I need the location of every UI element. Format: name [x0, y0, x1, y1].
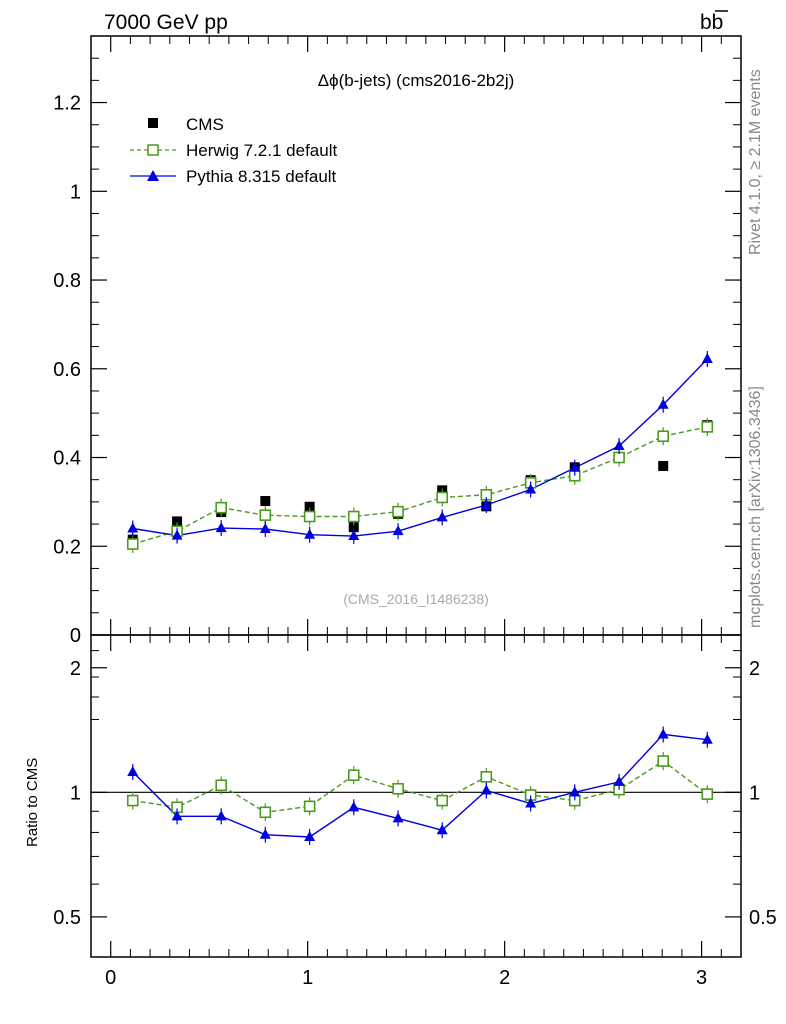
analysis-tag: (CMS_2016_I1486238)	[343, 591, 489, 607]
y-tick-label: 1.2	[53, 93, 81, 115]
series-line-main	[132, 358, 708, 537]
herwig-point	[436, 491, 448, 504]
series-line-main	[132, 426, 708, 545]
y-tick-label: 0	[70, 625, 81, 647]
legend: CMS Herwig 7.2.1 default Pythia 8.315 de…	[130, 115, 337, 186]
pythia-point	[127, 522, 139, 533]
pythia-point	[657, 398, 669, 409]
pythia-point	[480, 784, 492, 795]
y-tick-label: 0.6	[53, 359, 81, 381]
herwig-point	[701, 788, 714, 800]
legend-cms-label: CMS	[186, 115, 224, 134]
herwig-point	[215, 501, 227, 514]
pythia-point	[569, 461, 581, 472]
cms-data-point	[172, 516, 183, 527]
legend-herwig-marker	[147, 144, 159, 156]
x-tick-label: 0	[105, 967, 116, 989]
ratio-y-label: Ratio to CMS	[24, 758, 41, 847]
pythia-point	[525, 797, 537, 808]
legend-herwig-label: Herwig 7.2.1 default	[186, 141, 337, 160]
ratio-y-tick-label: 0.5	[53, 907, 81, 929]
pythia-point	[613, 439, 625, 450]
cms-data-point	[304, 501, 315, 512]
legend-pythia-label: Pythia 8.315 default	[186, 167, 337, 186]
herwig-point	[303, 510, 316, 523]
cms-data-point	[260, 496, 271, 507]
herwig-point	[657, 430, 669, 443]
cms-data-point	[348, 522, 359, 533]
herwig-point	[613, 451, 625, 464]
herwig-point	[347, 769, 360, 782]
pythia-point	[657, 728, 669, 739]
herwig-point	[347, 510, 360, 523]
y-tick-label: 0.8	[53, 270, 81, 292]
series-line-ratio	[132, 733, 708, 838]
cms-data-point	[658, 460, 669, 471]
energy-label: 7000 GeV pp	[104, 11, 228, 34]
pythia-point	[171, 810, 183, 821]
pythia-point	[304, 528, 316, 539]
herwig-point	[215, 779, 227, 792]
ratio-y-tick-label: 2	[70, 658, 81, 680]
herwig-point	[657, 755, 669, 767]
pythia-point	[215, 810, 227, 821]
herwig-point	[392, 505, 404, 518]
pythia-point	[525, 483, 537, 494]
x-tick-label: 2	[499, 967, 510, 989]
axis-ticks: 0 1 2 3 0 0.2 0.4 0.6 0.8 1 1.2 0.5 0.5 1 1 2 2	[53, 36, 777, 989]
pythia-point	[348, 530, 360, 541]
pythia-point	[171, 529, 183, 540]
series-lines	[91, 358, 741, 838]
pythia-point	[215, 522, 227, 533]
pythia-point	[259, 828, 271, 839]
herwig-point	[126, 538, 139, 550]
x-tick-label: 1	[302, 967, 313, 989]
herwig-point	[259, 509, 272, 522]
y-tick-label: 1	[70, 181, 81, 203]
series-marks	[126, 351, 714, 845]
pythia-point	[613, 775, 625, 786]
process-label: bb	[700, 11, 723, 34]
herwig-point	[392, 782, 404, 795]
herwig-point	[436, 794, 448, 807]
pythia-point	[480, 498, 492, 509]
herwig-point	[259, 806, 272, 819]
herwig-point	[303, 800, 316, 813]
ratio-panel-frame	[90, 634, 742, 958]
herwig-point	[701, 421, 714, 433]
y-tick-label: 0.2	[53, 536, 81, 558]
ratio-y-tick-label-right: 1	[749, 782, 760, 804]
x-tick-label: 3	[696, 967, 707, 989]
pythia-point	[348, 801, 360, 812]
chart-title: Δϕ(b-jets) (cms2016-2b2j)	[318, 71, 515, 90]
pythia-point	[436, 511, 448, 522]
pythia-point	[701, 733, 713, 744]
pythia-point	[392, 525, 404, 536]
pythia-point	[436, 824, 448, 835]
legend-pythia-marker	[147, 170, 159, 181]
pythia-point	[127, 765, 139, 776]
y-tick-label: 0.4	[53, 448, 81, 470]
pythia-point	[304, 830, 316, 841]
rivet-version-label: Rivet 4.1.0, ≥ 2.1M events	[747, 69, 764, 255]
pythia-point	[569, 786, 581, 797]
pythia-point	[701, 353, 713, 364]
pythia-point	[259, 522, 271, 533]
ratio-y-tick-label-right: 2	[749, 658, 760, 680]
herwig-point	[480, 771, 493, 783]
ratio-y-tick-label: 1	[70, 782, 81, 804]
mcplots-label: mcplots.cern.ch [arXiv:1306.3436]	[747, 386, 764, 628]
herwig-point	[126, 794, 139, 807]
series-line-ratio	[132, 760, 708, 814]
legend-cms-marker	[148, 118, 158, 128]
ratio-y-tick-label-right: 0.5	[749, 907, 777, 929]
pythia-point	[392, 812, 404, 823]
